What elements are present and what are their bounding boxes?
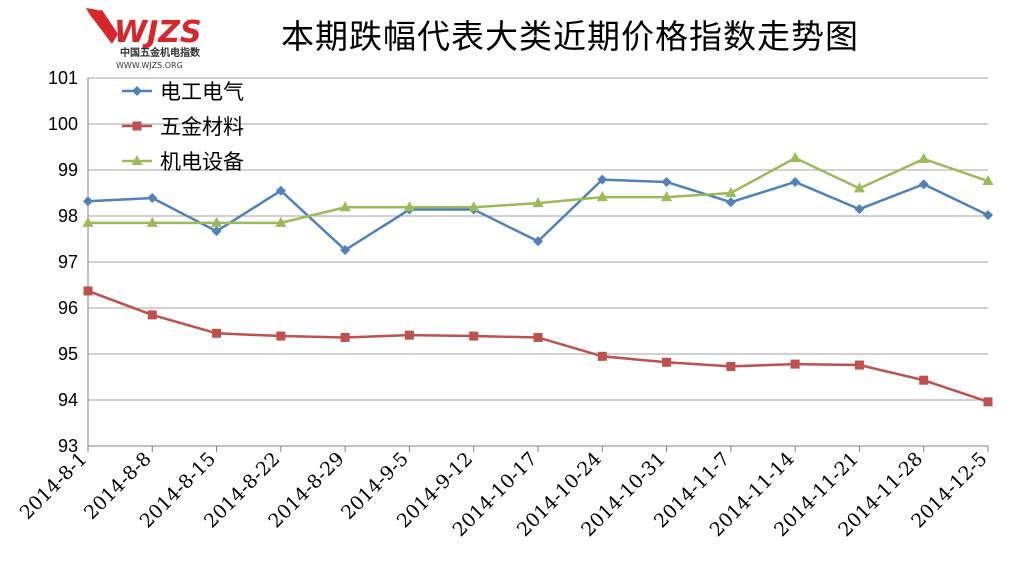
y-tick-label: 93 <box>58 436 78 456</box>
x-tick-label: 2014-11-21 <box>770 448 863 541</box>
data-point <box>132 121 142 131</box>
data-point <box>533 332 543 342</box>
data-point <box>789 152 801 163</box>
data-point <box>661 191 673 202</box>
data-point <box>790 359 800 369</box>
data-point <box>597 351 607 361</box>
data-point <box>212 328 222 338</box>
series-line-2 <box>87 289 989 404</box>
data-point <box>83 286 93 296</box>
data-point <box>983 210 993 221</box>
x-tick-label: 2014-8-1 <box>16 448 92 524</box>
data-point <box>790 176 801 187</box>
series-line-3 <box>88 156 989 225</box>
data-point <box>918 152 930 163</box>
data-point <box>275 185 286 196</box>
data-point <box>662 357 672 367</box>
y-tick-label: 98 <box>58 206 78 226</box>
y-tick-label: 94 <box>58 390 78 410</box>
data-point <box>340 332 350 342</box>
x-tick-label: 2014-9-5 <box>337 448 413 524</box>
data-point <box>854 360 864 370</box>
legend-label: 电工电气 <box>160 80 244 104</box>
data-point <box>146 216 158 227</box>
data-point <box>82 216 94 227</box>
x-tick-label: 2014-8-29 <box>264 448 348 532</box>
data-point <box>403 201 415 212</box>
data-point <box>83 196 93 207</box>
logo-mark: WJZS <box>114 15 202 50</box>
data-point <box>918 179 929 190</box>
data-point <box>276 331 286 341</box>
data-point <box>726 361 736 371</box>
data-point <box>597 174 608 185</box>
data-point <box>469 331 479 341</box>
x-tick-label: 2014-10-17 <box>449 448 542 541</box>
y-tick-label: 101 <box>48 68 78 88</box>
data-point <box>404 330 414 340</box>
x-tick-label: 2014-10-31 <box>577 448 670 541</box>
x-tick-label: 2014-11-7 <box>650 448 734 532</box>
data-point <box>533 236 543 247</box>
data-point <box>147 193 158 204</box>
y-tick-label: 96 <box>58 298 78 318</box>
data-point <box>919 375 929 385</box>
data-point <box>532 197 544 208</box>
legend-label: 五金材料 <box>160 115 244 139</box>
data-point <box>404 204 415 215</box>
data-point <box>982 175 994 186</box>
logo-url: WWW.WJZS.ORG <box>116 61 183 70</box>
x-tick-label: 2014-10-24 <box>513 448 606 541</box>
data-point <box>132 86 142 96</box>
data-point <box>725 187 737 197</box>
data-point <box>468 201 480 212</box>
data-point <box>725 197 736 208</box>
x-tick-label: 2014-12-5 <box>907 448 991 532</box>
y-tick-label: 97 <box>58 252 78 272</box>
data-point <box>131 155 143 165</box>
x-tick-label: 2014-8-22 <box>200 448 284 532</box>
x-tick-label: 2014-8-8 <box>80 448 156 524</box>
data-point <box>147 310 157 320</box>
series-line-1 <box>87 178 989 252</box>
logo-arrow-icon <box>88 10 118 44</box>
data-point <box>468 204 479 215</box>
x-tick-label: 2014-8-15 <box>136 448 220 532</box>
data-point <box>596 191 608 202</box>
logo-subtitle: 中国五金机电指数 <box>120 46 201 59</box>
legend-label: 机电设备 <box>160 150 244 174</box>
y-tick-label: 95 <box>58 344 78 364</box>
brand-logo: WJZS 中国五金机电指数 WWW.WJZS.ORG <box>86 8 202 70</box>
data-point <box>340 245 351 256</box>
data-point <box>275 216 287 227</box>
data-point <box>854 204 865 215</box>
y-tick-label: 99 <box>58 160 78 180</box>
data-point <box>983 397 993 407</box>
data-point <box>211 226 222 237</box>
x-tick-label: 2014-11-28 <box>834 448 927 541</box>
y-tick-label: 100 <box>48 114 78 134</box>
chart-title: 本期跌幅代表大类近期价格指数走势图 <box>281 17 859 56</box>
data-point <box>853 182 865 193</box>
data-point <box>339 201 351 212</box>
data-point <box>661 176 672 187</box>
x-tick-label: 2014-11-14 <box>706 448 799 541</box>
x-tick-label: 2014-9-12 <box>393 448 477 532</box>
data-point <box>211 216 223 227</box>
